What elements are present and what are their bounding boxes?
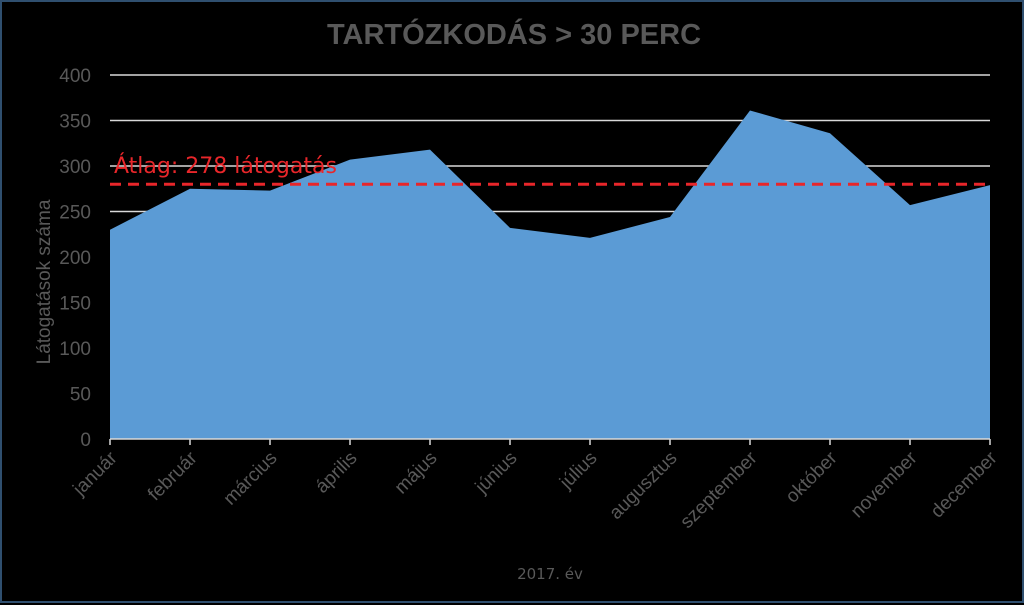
x-tick-label: április	[312, 448, 362, 498]
y-tick-label: 50	[70, 385, 91, 406]
x-tick-label: szeptember	[676, 447, 762, 533]
average-label: Átlag: 278 látogatás	[114, 153, 337, 179]
y-tick-label: 400	[59, 66, 91, 87]
y-tick-label: 350	[59, 112, 91, 133]
y-tick-label: 300	[59, 157, 91, 178]
x-tick-label: február	[144, 447, 202, 505]
x-axis-label: 2017. év	[517, 565, 583, 583]
y-tick-labels: 0 50 100 150 200 250 300 350 400	[59, 66, 91, 451]
x-tick-label: március	[220, 448, 282, 510]
x-tick-labels: január február március április május június jú…	[69, 447, 1002, 533]
x-tick-label: július	[555, 448, 601, 494]
axes	[110, 439, 990, 445]
x-tick-label: június	[471, 448, 522, 499]
y-axis-label: Látogatások száma	[34, 199, 55, 364]
x-tick-label: január	[69, 447, 122, 500]
y-tick-label: 250	[59, 203, 91, 224]
chart-title: TARTÓZKODÁS > 30 PERC	[327, 17, 701, 51]
y-tick-label: 0	[80, 430, 91, 451]
x-tick-label: május	[391, 448, 442, 499]
y-tick-label: 200	[59, 248, 91, 269]
x-tick-label: november	[847, 447, 922, 522]
y-tick-label: 150	[59, 294, 91, 315]
y-tick-label: 100	[59, 339, 91, 360]
x-tick-label: december	[927, 447, 1002, 522]
x-tick-label: október	[782, 447, 842, 507]
x-tick-label: augusztus	[605, 448, 681, 524]
